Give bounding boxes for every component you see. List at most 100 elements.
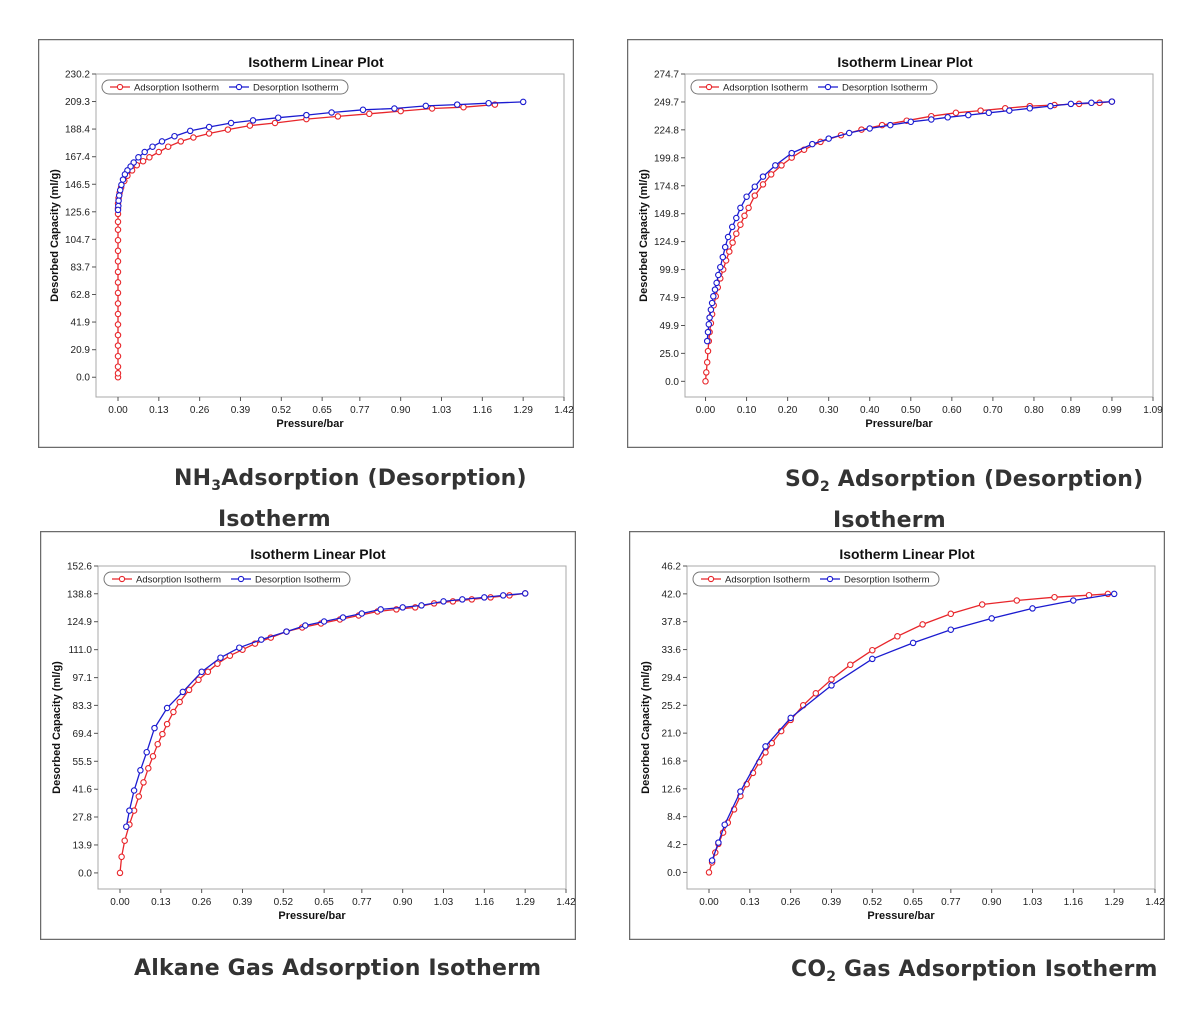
x-axis-label: Pressure/bar: [865, 418, 933, 430]
data-point: [366, 110, 373, 118]
data-point: [149, 753, 157, 760]
data-point: [704, 347, 712, 355]
data-point: [710, 293, 717, 300]
legend-label: Adsorption Isotherm: [723, 83, 808, 94]
x-tick-label: 0.26: [192, 897, 212, 908]
data-point: [825, 135, 832, 142]
data-point: [713, 279, 720, 287]
data-point: [114, 300, 122, 307]
data-point: [135, 154, 142, 161]
y-tick-label: 55.5: [73, 757, 93, 768]
y-tick-label: 27.8: [73, 812, 93, 823]
series-desorption: [703, 98, 1116, 345]
chart-panel-so2: Isotherm Linear Plot 0.0 25.0 49.9 74.9 99.9 1…: [627, 39, 1163, 448]
data-point: [377, 606, 384, 613]
x-tick-label: 1.29: [1104, 897, 1124, 908]
data-point: [729, 239, 736, 246]
y-tick-label: 41.6: [73, 785, 93, 796]
x-tick-label: 0.39: [822, 897, 842, 908]
y-tick-label: 33.6: [662, 645, 682, 656]
legend-marker: [705, 83, 713, 91]
data-point: [114, 226, 122, 233]
x-tick-label: 0.77: [941, 897, 961, 908]
y-axis-label: Desorbed Capacity (ml/g): [49, 169, 61, 302]
data-point: [759, 173, 767, 180]
legend-adsorption: Adsorption Isotherm: [110, 83, 219, 94]
y-tick-label: 97.1: [73, 673, 93, 684]
data-point: [787, 714, 794, 722]
data-point: [711, 286, 719, 293]
data-point: [130, 787, 138, 794]
data-point: [359, 106, 367, 114]
y-tick-label: 174.8: [654, 181, 679, 192]
data-point: [258, 636, 265, 643]
data-point: [399, 604, 406, 611]
y-tick-label: 42.0: [662, 589, 682, 600]
data-point: [944, 114, 951, 121]
caption-subscript: 2: [826, 969, 837, 985]
data-point: [422, 102, 430, 110]
data-point: [246, 122, 254, 129]
data-point: [227, 119, 235, 127]
data-point: [909, 639, 917, 647]
y-tick-label: 0.0: [76, 373, 90, 384]
x-tick-label: 0.52: [274, 897, 294, 908]
x-tick-label: 0.00: [699, 897, 719, 908]
data-point: [195, 676, 202, 684]
caption-nh3: NH3Adsorption (Desorption) Isotherm: [174, 462, 527, 537]
data-point: [519, 98, 527, 106]
data-point: [1088, 99, 1095, 107]
legend-marker: [826, 575, 834, 583]
data-point: [724, 233, 732, 241]
data-point: [869, 646, 876, 654]
x-tick-label: 0.80: [1024, 405, 1044, 416]
x-tick-label: 1.29: [515, 897, 535, 908]
legend: Adsorption Isotherm Desorption Isotherm: [692, 571, 940, 587]
data-point: [114, 331, 122, 339]
x-tick-label: 0.70: [983, 405, 1003, 416]
data-point: [703, 337, 711, 345]
x-axis-label: Pressure/bar: [867, 910, 935, 922]
x-tick-label: 0.52: [863, 897, 883, 908]
data-point: [114, 236, 122, 244]
legend-box: [103, 571, 351, 587]
data-point: [845, 129, 853, 137]
y-tick-label: 224.8: [654, 125, 679, 136]
data-point: [115, 192, 123, 199]
data-point: [121, 837, 128, 844]
y-tick-label: 29.4: [662, 673, 682, 684]
data-point: [719, 253, 727, 261]
x-tick-label: 0.50: [901, 405, 921, 416]
data-point: [1108, 98, 1116, 105]
data-point: [123, 823, 130, 830]
y-tick-label: 13.9: [73, 840, 93, 851]
x-tick-label: 1.03: [1023, 897, 1043, 908]
caption-subscript: 3: [211, 478, 222, 494]
data-point: [947, 626, 955, 633]
plot-area: [95, 73, 565, 398]
y-axis-label: Desorbed Capacity (ml/g): [638, 169, 650, 302]
data-point: [715, 839, 722, 846]
data-point: [449, 598, 457, 605]
data-point: [481, 594, 488, 601]
x-tick-label: 0.30: [819, 405, 839, 416]
legend-label: Desorption Isotherm: [842, 83, 928, 94]
data-point: [339, 614, 347, 621]
caption-line2: Isotherm: [833, 508, 946, 533]
data-point: [114, 247, 122, 255]
y-tick-label: 99.9: [660, 265, 680, 276]
legend-adsorption: Adsorption Isotherm: [112, 575, 221, 586]
data-point: [146, 154, 153, 161]
y-tick-label: 0.0: [78, 868, 92, 879]
legend-desorption: Desorption Isotherm: [818, 83, 928, 94]
chart-title: Isotherm Linear Plot: [248, 54, 384, 70]
data-point: [869, 655, 876, 663]
series-line: [711, 593, 1115, 861]
data-point: [158, 138, 166, 145]
data-point: [164, 143, 172, 150]
data-point: [205, 123, 213, 131]
chart-svg: Isotherm Linear Plot 0.0 25.0 49.9 74.9 99.9 1…: [627, 39, 1163, 448]
data-point: [809, 140, 816, 148]
x-tick-label: 0.90: [391, 405, 411, 416]
legend-marker: [116, 83, 124, 91]
